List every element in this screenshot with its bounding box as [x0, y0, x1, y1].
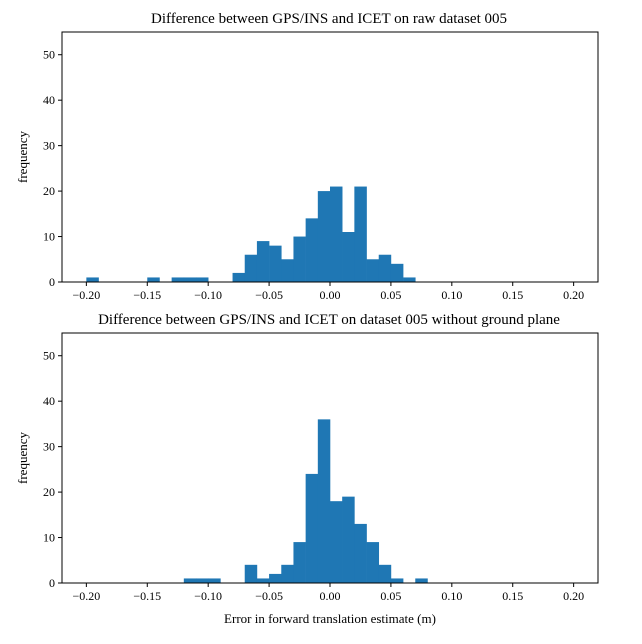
histogram-bar — [281, 564, 294, 583]
x-axis-label: Error in forward translation estimate (m… — [224, 611, 436, 626]
histogram-bar — [317, 419, 331, 583]
x-tick-label: −0.20 — [72, 589, 100, 603]
x-axis-ticks: −0.20 −0.15 −0.10 −0.05 0.00 0.05 0.10 0.15 0.20 — [72, 282, 584, 302]
histogram-bar — [330, 501, 343, 583]
y-tick-label: 30 — [43, 440, 55, 454]
histogram-bar — [378, 564, 392, 583]
y-tick-label: 20 — [43, 184, 55, 198]
x-tick-label: −0.10 — [194, 589, 222, 603]
x-tick-label: 0.00 — [320, 288, 341, 302]
x-tick-label: 0.10 — [441, 589, 462, 603]
histogram-bar — [232, 272, 246, 282]
histogram-bar — [354, 523, 367, 583]
x-tick-label: −0.15 — [133, 288, 161, 302]
x-tick-label: 0.15 — [502, 589, 523, 603]
y-axis-ticks: 0 10 20 30 40 50 — [43, 48, 62, 289]
histogram-bar — [183, 277, 197, 282]
x-tick-label: 0.20 — [563, 589, 584, 603]
x-tick-label: 0.15 — [502, 288, 523, 302]
x-tick-label: −0.20 — [72, 288, 100, 302]
y-tick-label: 50 — [43, 48, 55, 62]
x-tick-label: −0.05 — [255, 589, 283, 603]
histogram-bar — [342, 496, 355, 583]
histogram-raw-dataset: Difference between GPS/INS and ICET on r… — [15, 11, 599, 302]
histogram-bar — [281, 259, 294, 282]
y-tick-label: 10 — [43, 230, 55, 244]
y-tick-label: 10 — [43, 531, 55, 545]
y-tick-label: 30 — [43, 139, 55, 153]
chart-title: Difference between GPS/INS and ICET on r… — [151, 11, 507, 27]
histogram-bar — [403, 277, 416, 282]
histogram-bar — [330, 186, 343, 282]
histogram-bars — [86, 186, 416, 282]
histogram-bar — [293, 236, 306, 282]
histogram-bar — [171, 277, 185, 282]
x-tick-label: 0.10 — [441, 288, 462, 302]
x-axis-ticks: −0.20 −0.15 −0.10 −0.05 0.00 0.05 0.10 0.15 0.20 — [72, 583, 584, 603]
histogram-bar — [342, 232, 355, 282]
x-tick-label: 0.05 — [380, 589, 401, 603]
x-tick-label: −0.10 — [194, 288, 222, 302]
histogram-bar — [378, 254, 392, 282]
histogram-bar — [317, 191, 331, 282]
histogram-bar — [354, 186, 367, 282]
histogram-bar — [208, 578, 221, 583]
y-axis-label: frequency — [15, 131, 30, 183]
histogram-bar — [269, 573, 282, 583]
histogram-bar — [415, 578, 428, 583]
histogram-bar — [366, 542, 380, 583]
histogram-bar — [390, 263, 404, 282]
x-tick-label: −0.15 — [133, 589, 161, 603]
y-tick-label: 40 — [43, 93, 55, 107]
histogram-bar — [196, 578, 209, 583]
x-tick-label: 0.00 — [320, 589, 341, 603]
x-tick-label: −0.05 — [255, 288, 283, 302]
y-tick-label: 50 — [43, 349, 55, 363]
x-tick-label: 0.20 — [563, 288, 584, 302]
histogram-bar — [86, 277, 99, 282]
histogram-bar — [305, 218, 319, 282]
histogram-bar — [366, 259, 380, 282]
y-axis-ticks: 0 10 20 30 40 50 — [43, 349, 62, 590]
histogram-bar — [183, 578, 197, 583]
histogram-bar — [244, 254, 258, 282]
histogram-bars — [183, 419, 428, 583]
y-axis-label: frequency — [15, 432, 30, 484]
y-tick-label: 0 — [49, 275, 55, 289]
histogram-bar — [305, 473, 319, 583]
histogram-bar — [147, 277, 160, 282]
histogram-bar — [269, 245, 282, 282]
x-tick-label: 0.05 — [380, 288, 401, 302]
histogram-bar — [390, 578, 404, 583]
y-tick-label: 20 — [43, 485, 55, 499]
chart-title: Difference between GPS/INS and ICET on d… — [98, 312, 560, 328]
histogram-bar — [256, 241, 270, 282]
y-tick-label: 0 — [49, 576, 55, 590]
y-tick-label: 40 — [43, 394, 55, 408]
histogram-bar — [244, 564, 258, 583]
histogram-bar — [256, 578, 270, 583]
histogram-without-ground-plane: Difference between GPS/INS and ICET on d… — [15, 312, 599, 626]
histogram-bar — [196, 277, 209, 282]
histogram-bar — [293, 542, 306, 583]
